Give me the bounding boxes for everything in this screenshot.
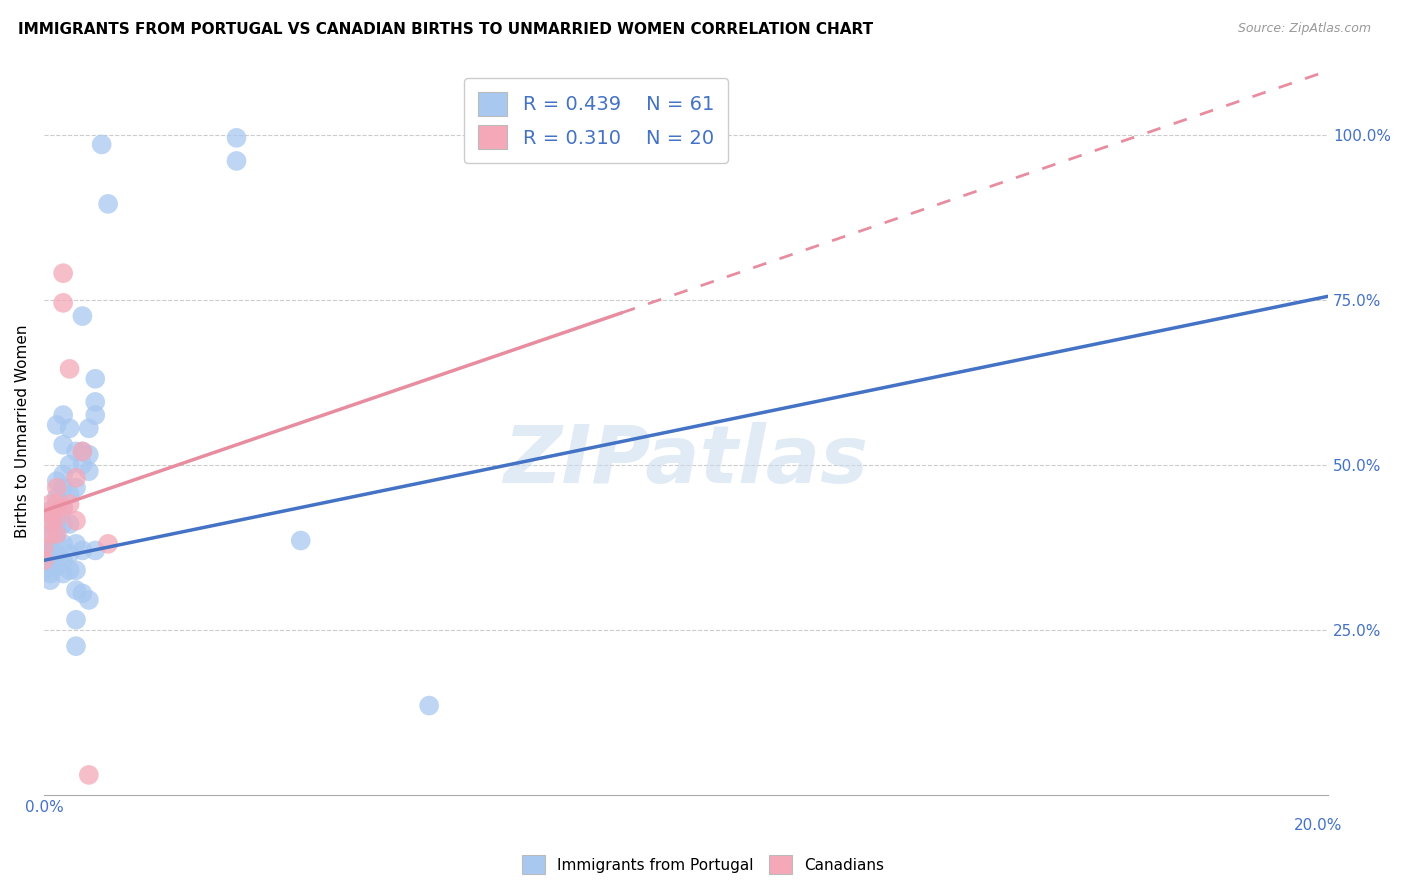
Point bbox=[52, 500, 75, 515]
Point bbox=[52, 467, 75, 482]
Point bbox=[52, 438, 75, 452]
Point bbox=[32, 540, 55, 554]
Point bbox=[32, 553, 55, 567]
Point bbox=[39, 573, 62, 587]
Text: Source: ZipAtlas.com: Source: ZipAtlas.com bbox=[1237, 22, 1371, 36]
Point bbox=[39, 516, 62, 531]
Point bbox=[45, 417, 67, 432]
Point bbox=[45, 547, 67, 561]
Point bbox=[45, 474, 67, 488]
Point bbox=[45, 527, 67, 541]
Point bbox=[84, 395, 107, 409]
Point bbox=[39, 549, 62, 564]
Point bbox=[45, 560, 67, 574]
Point bbox=[65, 444, 87, 458]
Point bbox=[58, 362, 80, 376]
Point bbox=[52, 537, 75, 551]
Point bbox=[225, 153, 247, 168]
Point bbox=[52, 408, 75, 422]
Point bbox=[77, 421, 100, 435]
Point bbox=[84, 372, 107, 386]
Text: 20.0%: 20.0% bbox=[1295, 818, 1343, 833]
Text: IMMIGRANTS FROM PORTUGAL VS CANADIAN BIRTHS TO UNMARRIED WOMEN CORRELATION CHART: IMMIGRANTS FROM PORTUGAL VS CANADIAN BIR… bbox=[18, 22, 873, 37]
Point bbox=[39, 566, 62, 581]
Point bbox=[72, 444, 94, 458]
Point bbox=[65, 471, 87, 485]
Point bbox=[65, 481, 87, 495]
Point bbox=[65, 639, 87, 653]
Point bbox=[45, 481, 67, 495]
Point bbox=[52, 500, 75, 515]
Legend: R = 0.439    N = 61, R = 0.310    N = 20: R = 0.439 N = 61, R = 0.310 N = 20 bbox=[464, 78, 728, 162]
Point bbox=[77, 464, 100, 478]
Point bbox=[45, 510, 67, 524]
Point bbox=[52, 566, 75, 581]
Point bbox=[72, 309, 94, 323]
Point bbox=[58, 563, 80, 577]
Point bbox=[32, 549, 55, 564]
Y-axis label: Births to Unmarried Women: Births to Unmarried Women bbox=[15, 325, 30, 539]
Point bbox=[39, 497, 62, 511]
Point bbox=[52, 553, 75, 567]
Point bbox=[65, 563, 87, 577]
Point bbox=[72, 543, 94, 558]
Point bbox=[77, 768, 100, 782]
Point bbox=[52, 266, 75, 280]
Point bbox=[32, 557, 55, 571]
Point bbox=[45, 491, 67, 505]
Point bbox=[58, 497, 80, 511]
Point bbox=[225, 131, 247, 145]
Point bbox=[39, 504, 62, 518]
Point bbox=[84, 543, 107, 558]
Point bbox=[97, 197, 120, 211]
Point bbox=[84, 408, 107, 422]
Point bbox=[97, 537, 120, 551]
Point bbox=[32, 563, 55, 577]
Point bbox=[77, 593, 100, 607]
Point bbox=[52, 296, 75, 310]
Point bbox=[39, 527, 62, 541]
Point bbox=[58, 487, 80, 501]
Point bbox=[418, 698, 440, 713]
Point bbox=[45, 497, 67, 511]
Point bbox=[39, 507, 62, 521]
Point bbox=[39, 540, 62, 554]
Point bbox=[52, 481, 75, 495]
Point bbox=[58, 547, 80, 561]
Point bbox=[290, 533, 312, 548]
Point bbox=[58, 421, 80, 435]
Point bbox=[65, 613, 87, 627]
Point bbox=[45, 533, 67, 548]
Point bbox=[72, 458, 94, 472]
Point bbox=[65, 514, 87, 528]
Point bbox=[90, 137, 112, 152]
Point bbox=[32, 543, 55, 558]
Point bbox=[65, 537, 87, 551]
Point bbox=[77, 448, 100, 462]
Point bbox=[52, 516, 75, 531]
Point bbox=[58, 458, 80, 472]
Point bbox=[72, 586, 94, 600]
Point bbox=[72, 444, 94, 458]
Point bbox=[45, 520, 67, 534]
Point bbox=[39, 560, 62, 574]
Point bbox=[39, 514, 62, 528]
Point bbox=[58, 516, 80, 531]
Point bbox=[45, 504, 67, 518]
Point bbox=[65, 582, 87, 597]
Legend: Immigrants from Portugal, Canadians: Immigrants from Portugal, Canadians bbox=[516, 849, 890, 880]
Text: ZIPatlas: ZIPatlas bbox=[503, 422, 869, 500]
Point bbox=[39, 530, 62, 544]
